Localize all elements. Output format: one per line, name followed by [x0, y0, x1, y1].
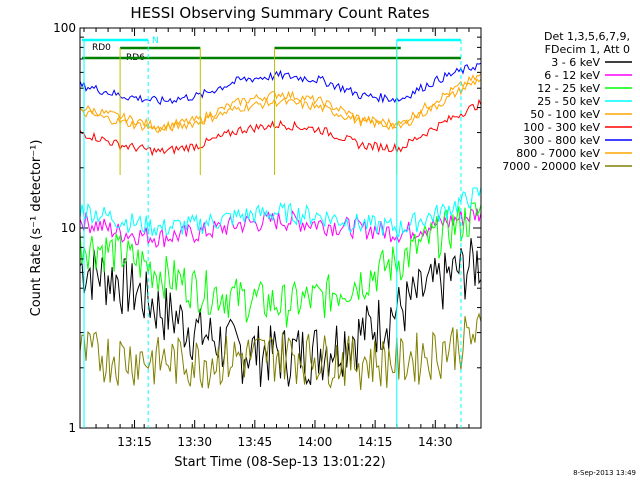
series-6 [79, 62, 482, 106]
x-axis: 13:15 13:30 13:45 14:00 14:15 14:30 [83, 28, 470, 449]
series-line [79, 238, 482, 387]
x-tick-label: 14:15 [358, 435, 393, 449]
n-label: N [152, 36, 159, 46]
chart-title: HESSI Observing Summary Count Rates [130, 4, 429, 22]
x-tick-label: 13:45 [238, 435, 273, 449]
series-7 [79, 78, 482, 134]
legend-header-2: FDecim 1, Att 0 [545, 43, 630, 56]
legend: Det 1,3,5,6,7,9, FDecim 1, Att 0 3 - 6 k… [502, 30, 632, 173]
x-tick-label: 14:30 [418, 435, 453, 449]
legend-label: 25 - 50 keV [537, 95, 600, 108]
series-5 [79, 98, 482, 157]
legend-label: 100 - 300 keV [523, 121, 600, 134]
y-axis: 1 10 100 [53, 21, 481, 435]
series-line [79, 73, 482, 133]
legend-label: 12 - 25 keV [537, 82, 600, 95]
series-line [79, 312, 482, 391]
y-tick-label: 100 [53, 21, 76, 35]
series-3 [79, 186, 482, 238]
generation-timestamp: 8-Sep-2013 13:49 [573, 469, 636, 477]
legend-label: 6 - 12 keV [544, 69, 600, 82]
x-tick-label: 13:15 [117, 435, 152, 449]
series-8 [79, 312, 482, 391]
series-line [79, 78, 482, 134]
legend-label: 800 - 7000 keV [516, 147, 600, 160]
annotations: RD0 RD6 N [82, 36, 462, 428]
series-line [79, 202, 482, 328]
y-tick-label: 10 [61, 221, 76, 235]
legend-label: 50 - 100 keV [530, 108, 600, 121]
legend-label: 3 - 6 keV [551, 56, 600, 69]
legend-label: 7000 - 20000 keV [502, 160, 600, 173]
series-line [79, 186, 482, 238]
x-tick-label: 14:00 [298, 435, 333, 449]
x-tick-label: 13:30 [177, 435, 212, 449]
series-2 [79, 202, 482, 328]
legend-header-1: Det 1,3,5,6,7,9, [544, 30, 630, 43]
series-4 [79, 73, 482, 133]
plot-area [79, 62, 482, 391]
series-0 [79, 238, 482, 387]
rd0-label: RD0 [92, 43, 111, 53]
series-line [79, 62, 482, 106]
y-axis-label: Count Rate (s⁻¹ detector⁻¹) [29, 140, 44, 317]
legend-label: 300 - 800 keV [523, 134, 600, 147]
y-tick-label: 1 [68, 421, 76, 435]
x-axis-label: Start Time (08-Sep-13 13:01:22) [174, 455, 385, 470]
series-line [79, 98, 482, 157]
